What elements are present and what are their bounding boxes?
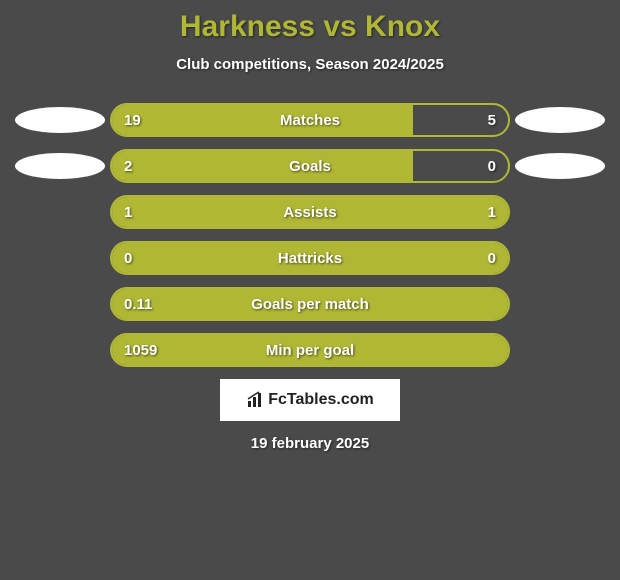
logo-right-slot <box>510 153 610 179</box>
stat-value-right: 1 <box>456 204 496 221</box>
stat-label: Min per goal <box>266 342 354 359</box>
stat-row: 19 Matches 5 <box>10 103 610 137</box>
stat-value-left: 0 <box>124 250 164 267</box>
bar-content: 1 Assists 1 <box>110 195 510 229</box>
stat-bar: 19 Matches 5 <box>110 103 510 137</box>
stat-label: Goals per match <box>251 296 369 313</box>
stats-area: 19 Matches 5 2 Goals 0 1 Assists 1 0 Hattricks 0 0.1… <box>0 103 620 367</box>
stat-value-left: 1059 <box>124 342 164 359</box>
stat-row: 1 Assists 1 <box>10 195 610 229</box>
team-logo-left <box>15 153 105 179</box>
bar-content: 1059 Min per goal <box>110 333 510 367</box>
logo-left-slot <box>10 153 110 179</box>
stat-bar: 1 Assists 1 <box>110 195 510 229</box>
bar-content: 0 Hattricks 0 <box>110 241 510 275</box>
stat-value-right: 5 <box>456 112 496 129</box>
team-logo-left <box>15 107 105 133</box>
stat-value-right: 0 <box>456 250 496 267</box>
stat-label: Assists <box>283 204 336 221</box>
chart-icon <box>246 391 264 409</box>
stat-bar: 2 Goals 0 <box>110 149 510 183</box>
branding-badge[interactable]: FcTables.com <box>220 379 400 421</box>
team-logo-right <box>515 107 605 133</box>
stat-row: 1059 Min per goal <box>10 333 610 367</box>
stat-value-left: 2 <box>124 158 164 175</box>
page-subtitle: Club competitions, Season 2024/2025 <box>0 56 620 73</box>
logo-right-slot <box>510 107 610 133</box>
team-logo-right <box>515 153 605 179</box>
stat-row: 0.11 Goals per match <box>10 287 610 321</box>
comparison-container: Harkness vs Knox Club competitions, Seas… <box>0 0 620 580</box>
date-label: 19 february 2025 <box>0 435 620 452</box>
stat-row: 0 Hattricks 0 <box>10 241 610 275</box>
stat-value-right: 0 <box>456 158 496 175</box>
page-title: Harkness vs Knox <box>0 10 620 44</box>
stat-row: 2 Goals 0 <box>10 149 610 183</box>
stat-label: Goals <box>289 158 331 175</box>
bar-content: 0.11 Goals per match <box>110 287 510 321</box>
stat-label: Hattricks <box>278 250 342 267</box>
bar-content: 2 Goals 0 <box>110 149 510 183</box>
stat-label: Matches <box>280 112 340 129</box>
bar-content: 19 Matches 5 <box>110 103 510 137</box>
stat-bar: 0 Hattricks 0 <box>110 241 510 275</box>
stat-bar: 1059 Min per goal <box>110 333 510 367</box>
logo-left-slot <box>10 107 110 133</box>
stat-value-left: 0.11 <box>124 296 164 313</box>
stat-value-left: 19 <box>124 112 164 129</box>
branding-label: FcTables.com <box>268 391 374 409</box>
stat-value-left: 1 <box>124 204 164 221</box>
stat-bar: 0.11 Goals per match <box>110 287 510 321</box>
